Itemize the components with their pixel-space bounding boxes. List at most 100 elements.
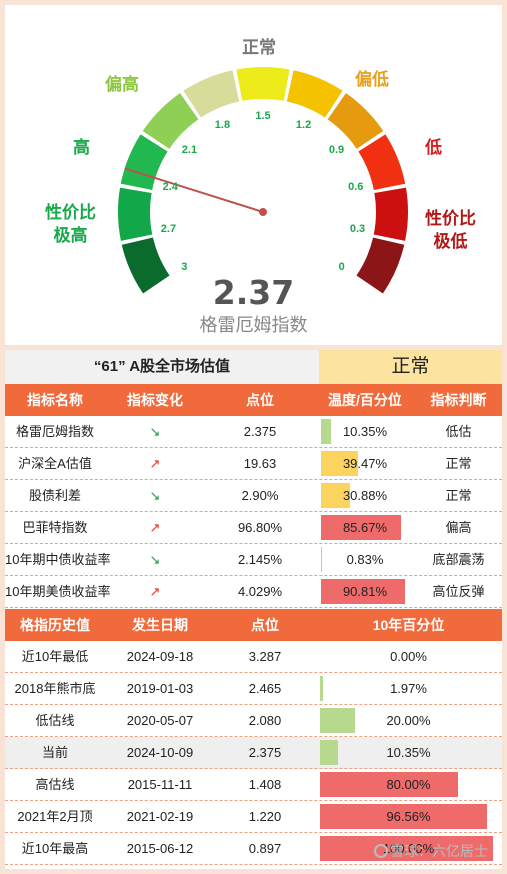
percentile-bar	[321, 579, 406, 604]
percentile-value: 96.56%	[386, 809, 431, 824]
gauge-segment	[286, 70, 343, 118]
percentile-bar	[320, 676, 324, 701]
history-point: 2.375	[248, 745, 282, 760]
column-header: 点位	[246, 392, 274, 408]
snowball-logo-icon	[374, 844, 388, 858]
gauge-segment	[327, 93, 384, 149]
trend-up-icon: ↗	[149, 520, 161, 535]
history-row: 近10年最低 2024-09-18 3.287 0.00%	[5, 641, 502, 673]
history-point: 2.465	[248, 681, 282, 696]
table-row: 格雷厄姆指数 ↘ 2.375 10.35% 低估	[5, 416, 502, 448]
history-point: 2.080	[248, 713, 282, 728]
indicator-judgement: 高位反弹	[432, 584, 485, 599]
indicator-name: 巴菲特指数	[22, 520, 88, 535]
percentile-bar	[321, 451, 358, 476]
percentile-value: 90.81%	[342, 584, 388, 599]
column-header: 发生日期	[132, 617, 188, 633]
gauge-tick-label: 0.6	[348, 181, 364, 194]
gauge-tick-label: 2.4	[162, 181, 178, 194]
column-header: 10年百分位	[372, 617, 445, 633]
percentile-value: 20.00%	[386, 713, 431, 728]
table-title-row: “61” A股全市场估值 正常	[5, 350, 502, 384]
history-name: 近10年最低	[21, 649, 89, 664]
gauge-segment	[356, 237, 405, 294]
percentile-bar	[321, 515, 401, 540]
gauge-panel: 性价比 极高 高 偏高 正常 偏低低性价比 极低 3 2.7 2.4 2.1 1.8 1.5 1.2 0.…	[5, 5, 502, 345]
gauge-zone-label: 高	[73, 138, 90, 157]
percentile-value: 1.97%	[390, 681, 427, 696]
trend-up-icon: ↗	[149, 456, 161, 471]
gauge-value: 2.37	[212, 273, 295, 312]
history-row: 低估线 2020-05-07 2.080 20.00%	[5, 705, 502, 737]
percentile-bar	[321, 419, 331, 444]
gauge-zone-label: 性价比 极低	[425, 209, 476, 251]
percentile-value: 10.35%	[386, 745, 431, 760]
percentile-value: 0.00%	[390, 649, 427, 664]
table-row: 巴菲特指数 ↗ 96.80% 85.67% 偏高	[5, 512, 502, 544]
history-point: 0.897	[248, 841, 282, 856]
gauge-segment	[358, 134, 406, 190]
indicator-name: 10年期中债收益率	[5, 552, 111, 567]
percentile-value: 39.47%	[342, 456, 388, 471]
indicator-point: 19.63	[243, 456, 277, 471]
percentile-bar	[320, 708, 355, 733]
indicator-judgement: 低估	[445, 424, 472, 439]
indicator-name: 格雷厄姆指数	[15, 424, 94, 439]
table-row: 股债利差 ↘ 2.90% 30.88% 正常	[5, 480, 502, 512]
history-name: 近10年最高	[21, 841, 89, 856]
trend-up-icon: ↗	[149, 584, 161, 599]
gauge-segment	[183, 70, 240, 118]
history-row: 当前 2024-10-09 2.375 10.35%	[5, 737, 502, 769]
table-row: 10年期美债收益率 ↗ 4.029% 90.81% 高位反弹	[5, 576, 502, 608]
gauge-tick-label: 2.7	[160, 222, 177, 235]
percentile-bar	[320, 804, 488, 829]
indicator-name: 沪深全A估值	[18, 456, 92, 471]
watermark-text: 雪球：六亿居士	[390, 843, 488, 859]
history-name: 当前	[41, 745, 68, 760]
indicator-point: 2.375	[243, 424, 277, 439]
gauge-tick-label: 0.3	[349, 222, 366, 235]
history-date: 2015-11-11	[127, 777, 193, 792]
history-date: 2015-06-12	[126, 841, 194, 856]
gauge-tick-label: 0.9	[328, 144, 345, 157]
column-header: 格指历史值	[20, 617, 90, 633]
gauge-needle-pivot	[259, 208, 267, 216]
percentile-bar	[320, 836, 493, 861]
valuation-table: “61” A股全市场估值 正常 指标名称 指标变化 点位 温度/百分位 指标判断 格雷厄姆…	[5, 350, 502, 869]
gauge-tick-label: 1.8	[214, 118, 231, 131]
trend-down-icon: ↘	[149, 488, 161, 503]
percentile-value: 80.00%	[386, 777, 431, 792]
indicator-point: 96.80%	[237, 520, 283, 535]
history-name: 低估线	[35, 713, 75, 728]
percentile-value: 30.88%	[342, 488, 388, 503]
indicator-judgement: 偏高	[445, 520, 472, 535]
gauge-needle	[124, 167, 264, 213]
history-point: 1.220	[248, 809, 282, 824]
status-badge: 正常	[319, 350, 502, 384]
history-point: 3.287	[248, 649, 282, 664]
history-name: 2021年2月顶	[17, 809, 93, 824]
gauge-segment	[118, 187, 153, 241]
column-header: 点位	[251, 617, 279, 633]
trend-down-icon: ↘	[149, 424, 161, 439]
indicator-judgement: 底部震荡	[432, 552, 485, 567]
percentile-value: 100.00%	[382, 841, 435, 856]
gauge-tick-label: 2.1	[181, 144, 198, 157]
indicator-point: 2.145%	[237, 552, 283, 567]
percentile-value: 85.67%	[342, 520, 388, 535]
history-point: 1.408	[248, 777, 282, 792]
history-date: 2020-05-07	[126, 713, 194, 728]
gauge-zone-label: 性价比 极高	[45, 203, 96, 245]
gauge-tick-label: 1.2	[295, 118, 312, 131]
percentile-bar	[320, 740, 338, 765]
history-name: 高估线	[35, 777, 75, 792]
gauge-tick-label: 3	[181, 261, 188, 274]
indicator-judgement: 正常	[445, 456, 472, 471]
watermark: 雪球：六亿居士	[374, 841, 488, 861]
gauge-zone-label: 偏高	[105, 75, 139, 94]
history-date: 2019-01-03	[126, 681, 194, 696]
percentile-bar	[321, 483, 350, 508]
indicator-point: 2.90%	[241, 488, 279, 503]
history-date: 2021-02-19	[126, 809, 194, 824]
gauge-tick-label: 0	[338, 261, 345, 274]
